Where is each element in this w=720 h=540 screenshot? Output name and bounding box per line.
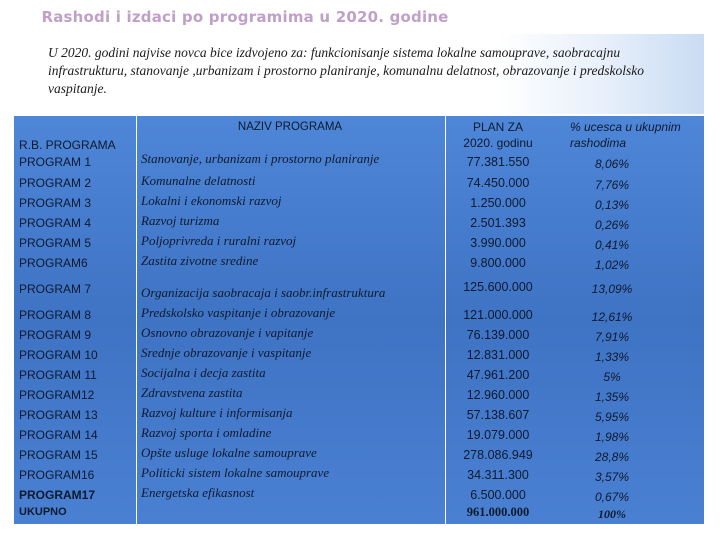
total-plan: 961.000.000 [466, 505, 530, 519]
program-name: Osnovno obrazovanje i vapitanje [141, 325, 314, 340]
program-name: Srednje obrazovanje i vaspitanje [141, 345, 312, 360]
program-id: PROGRAM 2 [19, 176, 92, 190]
header-rb: R.B. PROGRAMA [19, 138, 116, 152]
program-id: PROGRAM 7 [19, 282, 92, 296]
program-pct: 1,33% [594, 350, 630, 364]
program-name: Poljoprivreda i ruralni razvoj [141, 233, 297, 248]
program-name: Zastita zivotne sredine [141, 253, 259, 268]
program-id: PROGRAM 4 [19, 216, 92, 230]
total-label: UKUPNO [19, 506, 67, 518]
program-name: Opšte usluge lokalne samouprave [141, 445, 317, 460]
page-title: Rashodi i izdaci po programima u 2020. g… [41, 8, 449, 26]
program-plan: 125.600.000 [463, 280, 533, 294]
program-plan: 57.138.607 [466, 408, 530, 422]
program-plan: 278.086.949 [463, 448, 533, 462]
program-name: Organizacija saobracaja i saobr.infrastr… [141, 285, 386, 300]
program-plan: 19.079.000 [466, 428, 530, 442]
program-name: Razvoj kulture i informisanja [141, 405, 293, 420]
program-pct: 3,57% [594, 470, 630, 484]
program-plan: 76.139.000 [466, 328, 530, 342]
column-divider [136, 116, 137, 524]
program-id: PROGRAM 15 [19, 448, 98, 462]
program-id: PROGRAM 1 [19, 155, 92, 169]
program-id: PROGRAM 5 [19, 236, 92, 250]
header-naziv: NAZIV PROGRAMA [237, 121, 343, 133]
program-plan: 3.990.000 [470, 236, 526, 250]
program-name: Razvoj turizma [141, 213, 220, 228]
program-pct: 0,41% [594, 238, 630, 252]
program-id: PROGRAM17 [19, 488, 96, 502]
header-plan-line2: 2020. godinu [463, 136, 533, 150]
program-id: PROGRAM 9 [19, 328, 92, 342]
program-pct: 7,76% [594, 178, 630, 192]
program-id: PROGRAM 11 [19, 368, 97, 382]
program-pct: 12,61% [591, 310, 633, 324]
column-divider [445, 116, 446, 524]
program-plan: 1.250.000 [470, 196, 526, 210]
program-plan: 9.800.000 [470, 256, 526, 270]
program-name: Razvoj sporta i omladine [141, 425, 272, 440]
intro-text: U 2020. godini najvise novca bice izdvoj… [48, 45, 644, 96]
program-name: Stanovanje, urbanizam i prostorno planir… [141, 151, 380, 166]
program-id: PROGRAM6 [19, 256, 88, 270]
program-name: Predskolsko vaspitanje i obrazovanje [141, 305, 336, 320]
program-pct: 0,13% [594, 198, 630, 212]
program-pct: 1,98% [594, 430, 630, 444]
program-plan: 2.501.393 [470, 216, 526, 230]
program-name: Lokalni i ekonomski razvoj [141, 193, 282, 208]
program-pct: 28,8% [594, 450, 630, 464]
program-plan: 77.381.550 [466, 155, 530, 169]
header-pct-line1: % ucesca u ukupnim [570, 120, 681, 134]
program-id: PROGRAM 14 [19, 428, 98, 442]
header-pct-line2: rashodima [570, 136, 627, 150]
program-pct: 1,35% [594, 390, 630, 404]
program-id: PROGRAM 3 [19, 196, 92, 210]
program-id: PROGRAM 8 [19, 308, 92, 322]
program-plan: 12.831.000 [466, 348, 530, 362]
program-pct: 5,95% [594, 410, 630, 424]
program-id: PROGRAM16 [19, 468, 95, 482]
program-pct: 7,91% [594, 330, 630, 344]
program-plan: 34.311.300 [467, 468, 529, 482]
program-plan: 47.961.200 [466, 368, 530, 382]
program-name: Energetska efikasnost [141, 485, 255, 500]
program-name: Politicki sistem lokalne samouprave [141, 465, 330, 480]
program-id: PROGRAM12 [19, 388, 95, 402]
budget-table [14, 116, 704, 524]
program-name: Komunalne delatnosti [141, 173, 256, 188]
program-id: PROGRAM 10 [19, 348, 98, 362]
program-pct: 8,06% [594, 157, 630, 171]
program-pct: 0,67% [594, 490, 630, 504]
program-pct: 13,09% [591, 282, 633, 296]
program-pct: 0,26% [594, 218, 630, 232]
program-plan: 74.450.000 [466, 176, 530, 190]
program-pct: 1,02% [594, 258, 630, 272]
program-name: Zdravstvena zastita [141, 385, 243, 400]
program-plan: 6.500.000 [470, 488, 526, 502]
program-name: Socijalna i decja zastita [141, 365, 266, 380]
program-plan: 121.000.000 [463, 308, 533, 322]
program-id: PROGRAM 13 [19, 408, 98, 422]
intro-box: U 2020. godini najvise novca bice izdvoj… [14, 34, 704, 114]
total-pct: 100% [598, 507, 626, 521]
program-pct: 5% [603, 370, 621, 384]
program-plan: 12.960.000 [466, 388, 530, 402]
header-plan-line1: PLAN ZA [472, 120, 523, 134]
